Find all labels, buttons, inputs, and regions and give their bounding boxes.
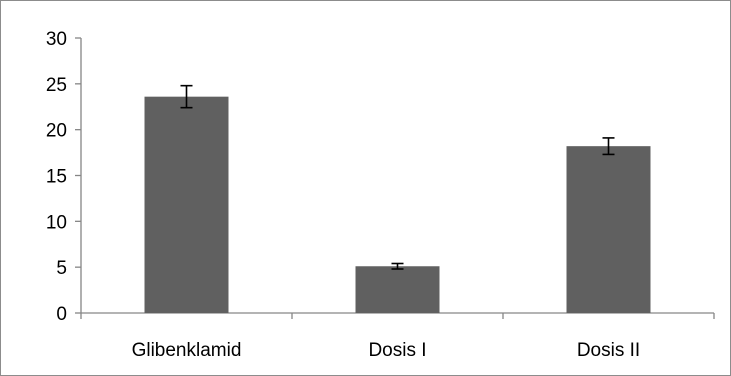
y-tick-label: 25 [46,75,67,96]
y-tick-label: 30 [46,29,67,50]
error-bars [180,84,615,270]
x-tick-label: Dosis II [577,340,640,361]
x-tick-label: Dosis I [368,340,426,361]
y-tick-label: 0 [56,304,67,325]
bars [144,96,651,314]
error-bar [391,262,404,270]
bar-dosis-ii [566,146,651,313]
x-tick-label: Glibenklamid [132,340,242,361]
y-tick-label: 10 [46,212,67,233]
y-tick-label: 20 [46,121,67,142]
error-bar [602,137,615,156]
error-bar [180,84,193,109]
x-axis-ticks: Glibenklamid Dosis I Dosis II [80,313,715,361]
y-tick-label: 5 [56,258,67,279]
bar-dosis-i [355,266,440,313]
y-tick-label: 15 [46,167,67,188]
y-axis-ticks: 0 5 10 15 20 25 30 [46,29,81,325]
bar-glibenklamid [144,96,229,314]
